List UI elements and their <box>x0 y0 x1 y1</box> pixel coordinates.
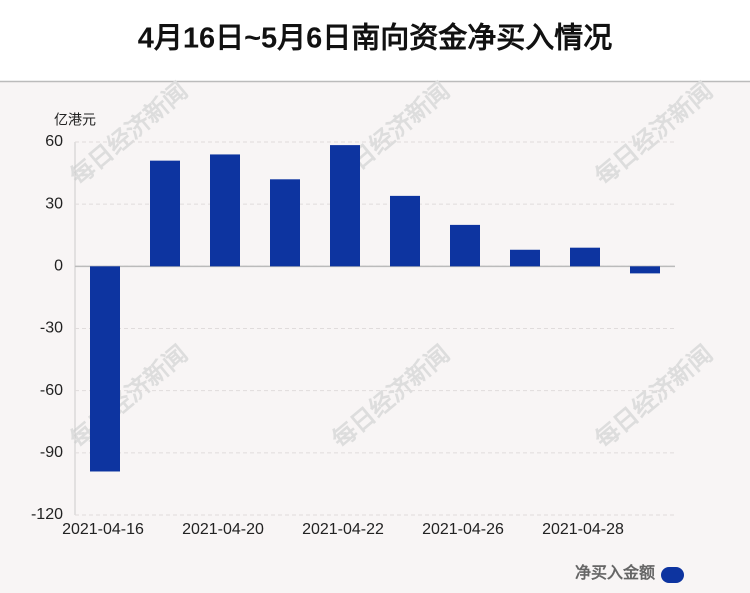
bar <box>630 266 660 274</box>
y-tick-label: 30 <box>45 195 63 212</box>
y-tick-label: 0 <box>54 258 63 275</box>
bar <box>510 249 540 267</box>
bar <box>570 247 600 267</box>
bar <box>210 154 240 267</box>
y-tick-label: -30 <box>40 320 63 337</box>
title-bar <box>0 0 750 81</box>
bar <box>270 179 300 267</box>
legend-swatch <box>661 567 684 583</box>
x-tick-label: 2021-04-28 <box>542 521 624 538</box>
y-tick-label: -120 <box>31 506 63 523</box>
legend-label: 净买入金额 <box>575 563 655 582</box>
x-tick-label: 2021-04-26 <box>422 521 504 538</box>
chart-title: 4月16日~5月6日南向资金净买入情况 <box>138 21 613 55</box>
bar <box>450 224 480 267</box>
bar <box>390 195 420 267</box>
x-tick-label: 2021-04-16 <box>62 521 144 538</box>
x-tick-label: 2021-04-22 <box>302 521 384 538</box>
y-tick-label: 60 <box>45 133 63 150</box>
y-tick-label: -90 <box>40 444 63 461</box>
bar <box>330 145 360 267</box>
y-tick-label: -60 <box>40 382 63 399</box>
bar <box>90 266 120 472</box>
y-axis-unit: 亿港元 <box>54 112 96 128</box>
bar <box>150 160 180 267</box>
x-tick-label: 2021-04-20 <box>182 521 264 538</box>
